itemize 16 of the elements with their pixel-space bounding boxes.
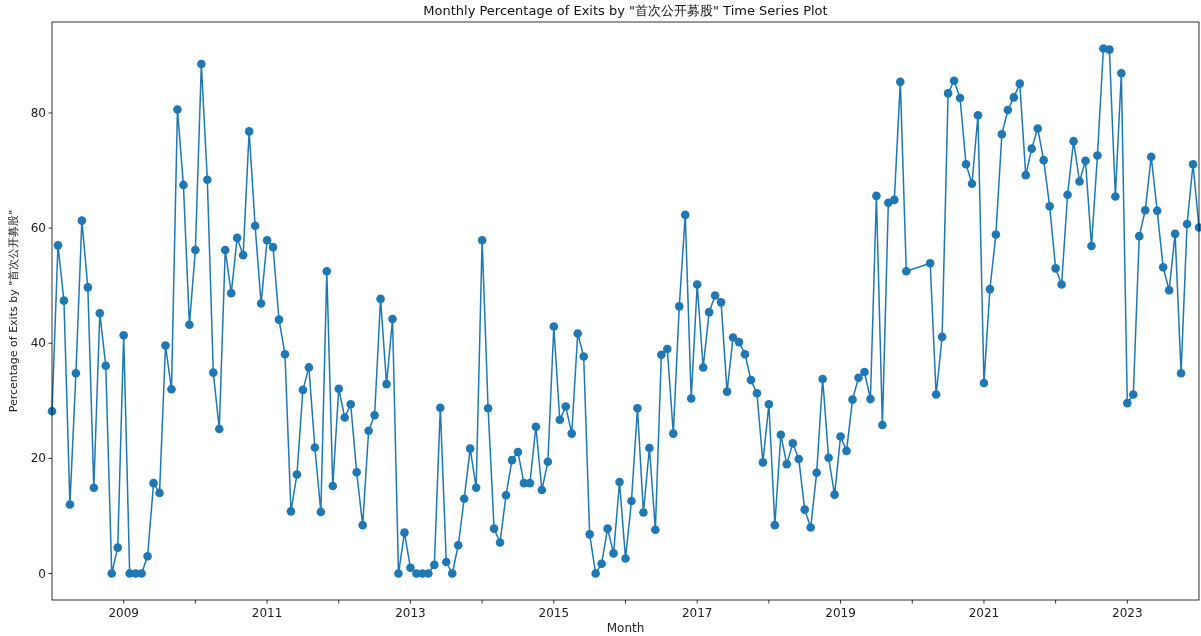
- x-axis-title: Month: [606, 621, 645, 635]
- y-tick-label: 20: [30, 451, 46, 466]
- y-axis-title: Percentage of Exits by "首次公开募股": [7, 209, 20, 413]
- y-tick-label: 0: [38, 566, 46, 581]
- x-tick-label: 2021: [968, 606, 1000, 620]
- x-tick-label: 2015: [538, 606, 570, 620]
- y-tick-label: 40: [30, 336, 46, 351]
- x-tick-label: 2019: [825, 606, 856, 620]
- x-tick-label: 2013: [395, 606, 426, 620]
- x-tick-label: 2023: [1112, 606, 1143, 620]
- x-tick-label: 2017: [681, 606, 713, 620]
- y-tick-label: 80: [30, 105, 46, 120]
- x-tick-label: 2009: [108, 606, 139, 620]
- chart-title: Monthly Percentage of Exits by "首次公开募股" Time Series Plot: [423, 3, 828, 18]
- y-tick-label: 60: [30, 221, 46, 236]
- x-tick-label: 2011: [251, 606, 283, 620]
